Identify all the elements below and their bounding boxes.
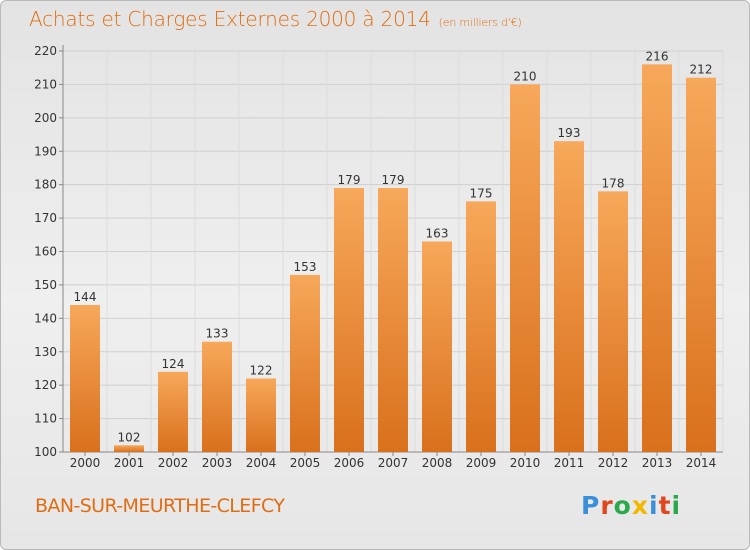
x-tick-label-2009: 2009 [466, 456, 497, 470]
data-label-2002: 124 [162, 357, 185, 371]
y-tick-label: 110 [34, 412, 57, 426]
y-tick-label: 150 [34, 278, 57, 292]
bar-2002 [158, 371, 188, 452]
logo-letter: x [631, 491, 649, 520]
x-tick-label-2001: 2001 [114, 456, 145, 470]
x-tick-label-2014: 2014 [686, 456, 717, 470]
commune-name: BAN-SUR-MEURTHE-CLEFCY [35, 495, 285, 517]
logo-letter: P [581, 491, 601, 520]
bar-2009 [466, 201, 496, 452]
y-tick-label: 170 [34, 211, 57, 225]
bar-2006 [334, 188, 364, 452]
x-tick-label-2012: 2012 [598, 456, 629, 470]
data-label-2006: 179 [338, 173, 361, 187]
data-label-2001: 102 [118, 430, 141, 444]
y-tick-label: 210 [34, 77, 57, 91]
data-label-2012: 178 [602, 176, 625, 190]
data-label-2013: 216 [646, 49, 669, 63]
x-tick-label-2013: 2013 [642, 456, 673, 470]
bar-2008 [422, 241, 452, 452]
y-tick-label: 160 [34, 245, 57, 259]
data-labels: 144 102 124 133 122 153 179 179 163 175 210 193 178 2… [74, 49, 713, 444]
chart-title: Achats et Charges Externes 2000 à 2014 (e… [29, 7, 522, 31]
x-tick-label-2008: 2008 [422, 456, 453, 470]
bar-2012 [598, 191, 628, 452]
data-label-2000: 144 [74, 290, 97, 304]
tick-labels: 100 110 120 130 140 150 160 170 180 190 200 210 220 2… [34, 44, 716, 470]
y-tick-label: 190 [34, 144, 57, 158]
x-tick-label-2011: 2011 [554, 456, 585, 470]
data-label-2007: 179 [382, 173, 405, 187]
bar-2011 [554, 141, 584, 452]
x-tick-label-2002: 2002 [158, 456, 189, 470]
x-tick-label-2000: 2000 [70, 456, 101, 470]
bar-2001 [114, 445, 144, 452]
logo-letter: r [600, 491, 614, 520]
y-tick-label: 200 [34, 111, 57, 125]
logo-letter: t [658, 491, 672, 520]
x-tick-label-2007: 2007 [378, 456, 409, 470]
bar-2010 [510, 84, 540, 453]
bar-2000 [70, 304, 100, 452]
x-tick-label-2010: 2010 [510, 456, 541, 470]
y-tick-label: 100 [34, 445, 57, 459]
data-label-2008: 163 [426, 226, 449, 240]
logo-letter: o [613, 491, 632, 520]
chart-unit-note: (en milliers d'€) [438, 16, 522, 29]
x-tick-label-2003: 2003 [202, 456, 233, 470]
data-label-2014: 212 [690, 63, 713, 77]
y-tick-label: 220 [34, 44, 57, 58]
bar-2003 [202, 341, 232, 452]
y-tick-label: 120 [34, 378, 57, 392]
proxiti-logo: Proxiti [581, 491, 681, 520]
y-tick-label: 130 [34, 345, 57, 359]
x-tick-label-2005: 2005 [290, 456, 321, 470]
bars [70, 64, 716, 453]
y-tick-label: 140 [34, 311, 57, 325]
chart-title-text: Achats et Charges Externes 2000 à 2014 [29, 7, 431, 31]
x-tick-label-2006: 2006 [334, 456, 365, 470]
data-label-2003: 133 [206, 327, 229, 341]
data-label-2005: 153 [294, 260, 317, 274]
data-label-2004: 122 [250, 363, 273, 377]
data-label-2009: 175 [470, 186, 493, 200]
logo-letter: i [649, 491, 659, 520]
data-label-2010: 210 [514, 69, 537, 83]
bar-2014 [686, 77, 716, 452]
y-tick-label: 180 [34, 178, 57, 192]
data-label-2011: 193 [558, 126, 581, 140]
x-tick-label-2004: 2004 [246, 456, 277, 470]
logo-letter: i [671, 491, 682, 520]
bar-2005 [290, 274, 320, 452]
bar-2004 [246, 378, 276, 452]
bar-2013 [642, 64, 672, 452]
bar-2007 [378, 188, 408, 452]
